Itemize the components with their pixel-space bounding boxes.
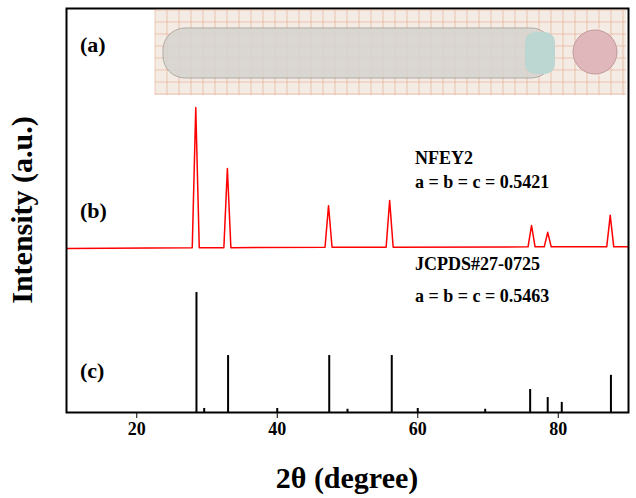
svg-text:Intensity (a.u.): Intensity (a.u.) (5, 116, 39, 304)
svg-text:(a): (a) (80, 32, 106, 57)
svg-text:NFEY2: NFEY2 (415, 148, 473, 168)
svg-text:(b): (b) (80, 198, 107, 223)
svg-text:JCPDS#27-0725: JCPDS#27-0725 (415, 254, 540, 274)
svg-text:a = b = c = 0.5463: a = b = c = 0.5463 (415, 286, 549, 306)
svg-text:40: 40 (268, 419, 286, 439)
svg-text:(c): (c) (80, 358, 104, 383)
svg-text:80: 80 (549, 419, 567, 439)
svg-text:2θ (degree): 2θ (degree) (276, 461, 419, 495)
svg-text:a = b = c = 0.5421: a = b = c = 0.5421 (415, 172, 549, 192)
svg-text:60: 60 (409, 419, 427, 439)
svg-text:20: 20 (128, 419, 146, 439)
